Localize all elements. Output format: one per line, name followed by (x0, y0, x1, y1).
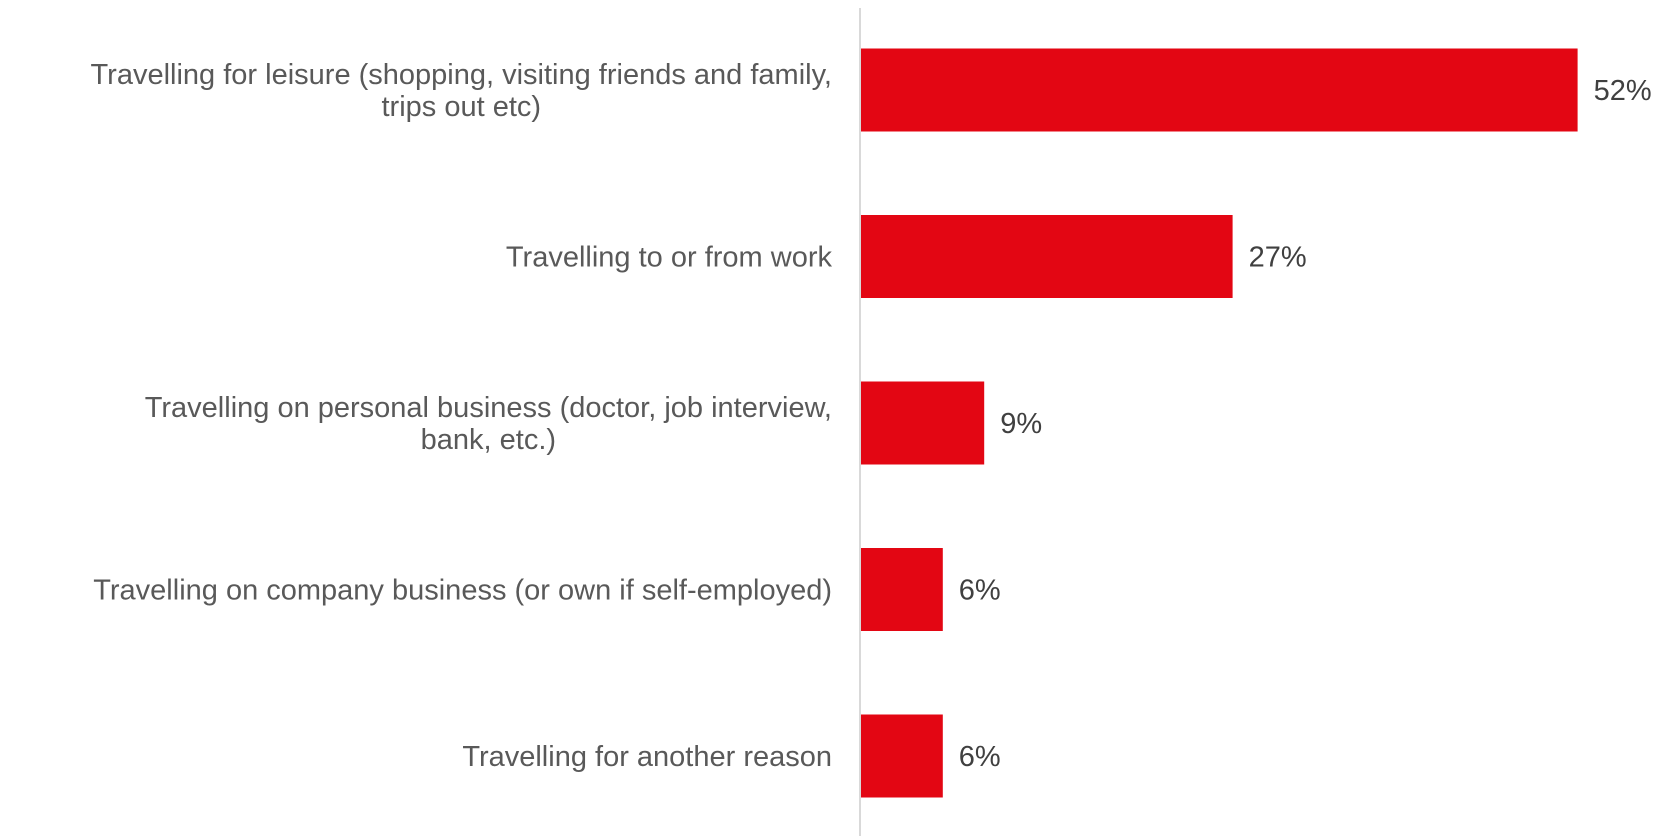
category-label: Travelling for leisure (shopping, visiti… (91, 59, 832, 91)
value-label: 6% (959, 741, 1001, 773)
bar (860, 548, 943, 631)
value-label: 27% (1249, 242, 1307, 274)
value-label: 9% (1000, 408, 1042, 440)
value-label: 6% (959, 575, 1001, 607)
category-labels-group: Travelling for leisure (shopping, visiti… (91, 59, 833, 773)
category-label: Travelling on company business (or own i… (93, 575, 832, 607)
bar (860, 48, 1578, 132)
category-label: Travelling for another reason (462, 741, 832, 773)
category-label: bank, etc.) (421, 424, 556, 456)
bar (860, 714, 943, 798)
value-labels-group: 52% 27% 9% 6% 6% (959, 75, 1652, 773)
category-label: Travelling on personal business (doctor,… (145, 392, 832, 424)
bar (860, 381, 985, 465)
category-label: Travelling to or from work (506, 242, 833, 274)
category-label: trips out etc) (381, 91, 541, 123)
bar (860, 215, 1233, 298)
bars-group (860, 48, 1578, 798)
value-label: 52% (1594, 75, 1652, 107)
